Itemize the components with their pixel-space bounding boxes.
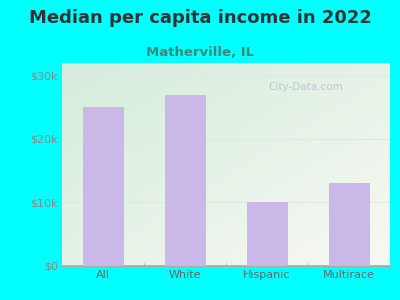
Text: City-Data.com: City-Data.com [269, 82, 343, 92]
Bar [164, 94, 206, 266]
Bar [246, 202, 288, 266]
Text: Median per capita income in 2022: Median per capita income in 2022 [28, 9, 372, 27]
Bar [82, 107, 124, 266]
Text: Matherville, IL: Matherville, IL [146, 46, 254, 59]
Bar [328, 183, 370, 266]
